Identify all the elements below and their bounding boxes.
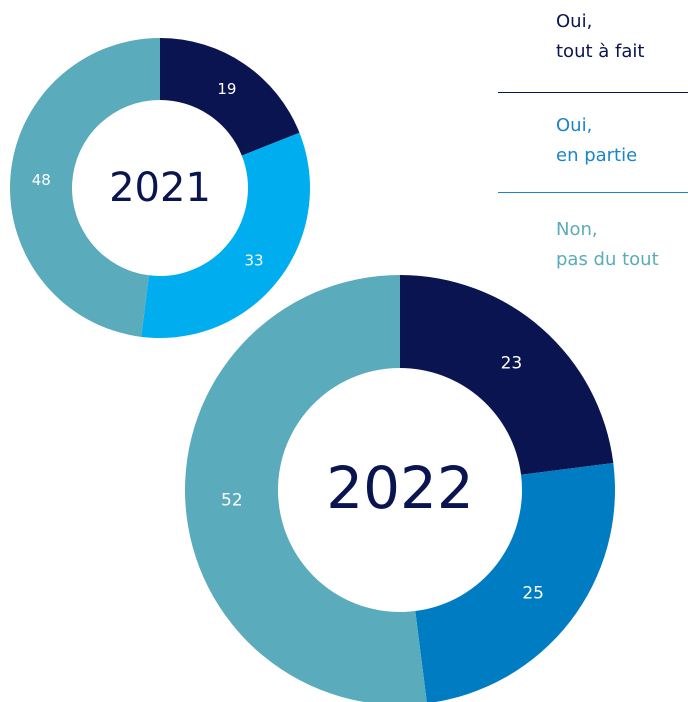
- legend-separator: [498, 92, 688, 93]
- legend-item: Oui, en partie: [556, 115, 638, 166]
- data-label: 33: [244, 251, 263, 269]
- center-label: 2021: [109, 165, 211, 211]
- data-label: 25: [522, 583, 544, 603]
- donut-segment: [185, 275, 427, 702]
- donut-segment: [415, 463, 615, 702]
- legend-item: Non, pas du tout: [556, 219, 659, 270]
- donut-segment: [141, 132, 310, 338]
- data-label: 23: [501, 354, 523, 374]
- data-label: 48: [32, 171, 51, 189]
- donut-segment: [9, 38, 160, 337]
- legend-item: Oui, tout à fait: [556, 11, 645, 62]
- data-label: 52: [221, 491, 243, 511]
- center-label: 2022: [326, 454, 474, 522]
- legend-separator: [498, 192, 688, 193]
- donut-segment: [160, 38, 300, 156]
- donut-segment: [400, 275, 614, 475]
- data-label: 19: [217, 80, 236, 98]
